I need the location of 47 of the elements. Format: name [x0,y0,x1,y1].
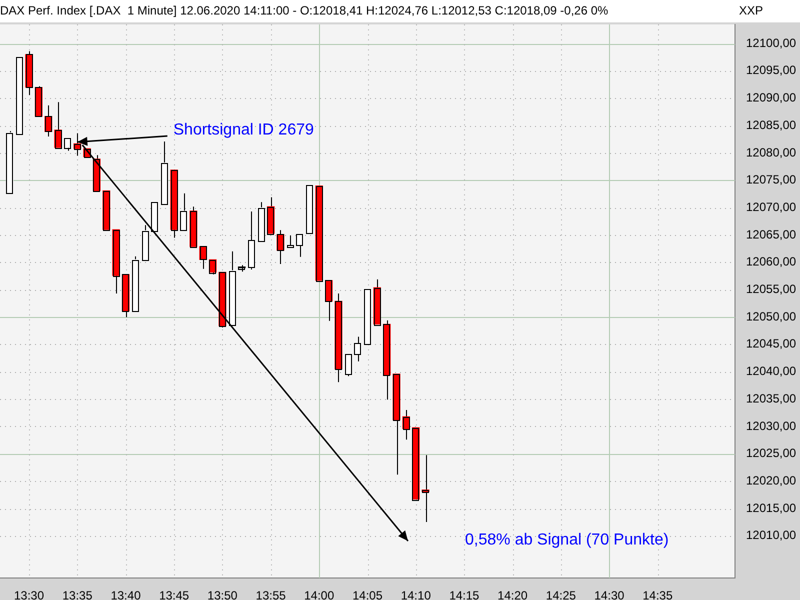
x-tick-label: 14:00 [304,588,334,600]
text: XXP [739,3,764,18]
x-tick-label: 13:50 [207,588,238,600]
candlestick [34,86,43,117]
x-tick-label: 13:35 [62,588,93,600]
x-tick-label: 14:25 [546,588,576,600]
x-tick-label: 13:40 [110,588,142,600]
y-tick-label: 12075,00 [746,172,796,187]
y-tick-label: 12045,00 [746,336,796,351]
y-tick-label: 12020,00 [746,473,796,488]
y-tick-label: 12035,00 [746,391,796,406]
y-tick-label: 12015,00 [746,500,796,515]
y-tick-label: 12025,00 [746,446,796,460]
candlestick [354,336,362,362]
x-tick-label: 14:05 [352,588,383,600]
y-tick-label: 12080,00 [746,145,796,160]
candlestick [412,427,420,501]
x-tick-label: 13:30 [14,588,44,600]
chart-title: DAX Perf. Index [.DAX 1 Minute] 12.06.2020 14:11:00 - O:12018,41 H:12024,76 L:12012,53 C:12018,09 -0,26 0% [0,4,609,18]
y-tick-label: 12100,00 [746,36,796,50]
y-tick-label: 12085,00 [746,118,796,132]
y-tick-label: 12055,00 [746,282,796,296]
candlestick [324,280,333,322]
candlestick [296,234,304,258]
x-tick-label: 14:20 [498,588,528,600]
candlestick [44,104,52,138]
y-tick-label: 12040,00 [746,364,796,378]
x-tick-label: 13:45 [159,588,190,600]
candlestick [276,230,284,264]
x-tick-label: 14:10 [400,588,432,600]
x-tick-label: 14:15 [449,588,480,600]
x-tick-label: 13:55 [256,588,286,600]
y-tick-label: 12095,00 [746,63,796,78]
y-tick-label: 12010,00 [746,528,796,542]
annotation: 0,58% ab Signal (70 Punkte) [465,531,669,548]
y-tick-label: 12070,00 [746,200,796,214]
candlestick [199,246,207,270]
x-tick-label: 14:30 [594,588,625,600]
annotation: Shortsignal ID 2679 [173,121,314,138]
y-tick-label: 12060,00 [746,254,796,269]
candlestick [286,235,294,248]
y-tick-label: 12065,00 [746,227,796,242]
x-tick-label: 14:35 [642,588,673,600]
candlestick [364,288,372,345]
y-tick-label: 12050,00 [746,309,796,324]
y-tick-label: 12090,00 [746,90,796,105]
y-tick-label: 12030,00 [746,418,796,433]
